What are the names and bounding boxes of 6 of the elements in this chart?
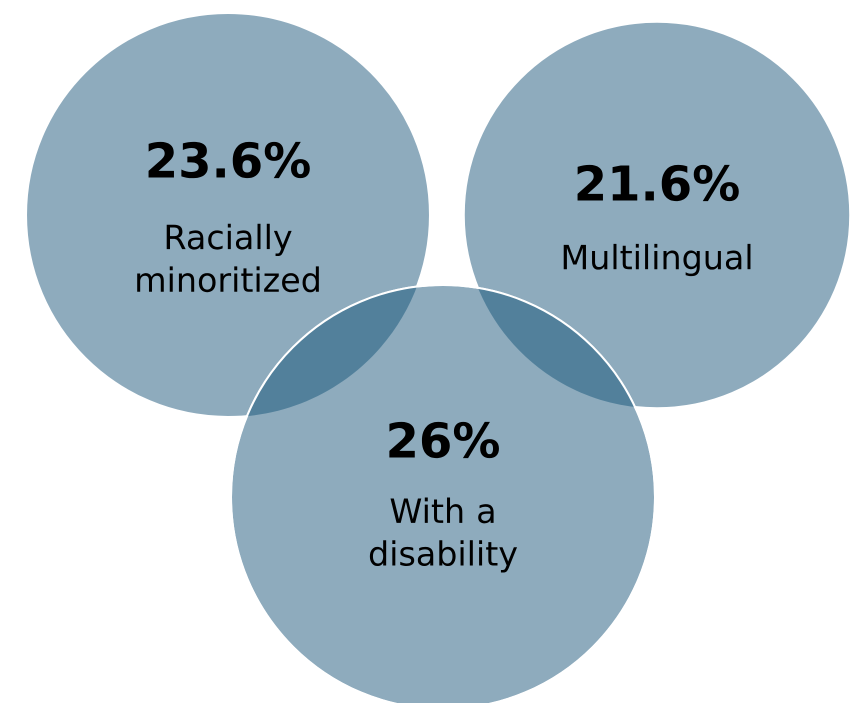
category-label: With a disability xyxy=(370,498,518,572)
data-label: 21.6% xyxy=(578,164,739,202)
category-label: Multilingual xyxy=(564,244,750,276)
data-label: 26% xyxy=(389,422,499,458)
data-label: 23.6% xyxy=(148,142,310,178)
category-label: Racially minoritized xyxy=(137,224,319,292)
